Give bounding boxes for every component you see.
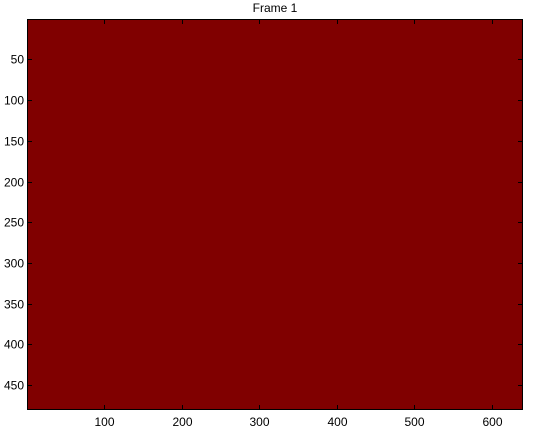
chart-title: Frame 1	[253, 1, 298, 15]
x-tick-label: 400	[327, 415, 347, 429]
x-tick-label: 200	[172, 415, 192, 429]
image-fill	[27, 19, 523, 410]
y-tick-label: 250	[4, 216, 24, 230]
x-tick-label: 300	[249, 415, 269, 429]
y-tick-label: 400	[4, 338, 24, 352]
y-tick-label: 100	[4, 94, 24, 108]
x-tick-label: 500	[404, 415, 424, 429]
y-axis: 50 100 150 200 250 300 350 400 450	[4, 53, 523, 393]
y-tick-label: 350	[4, 298, 24, 312]
y-tick-label: 450	[4, 379, 24, 393]
y-tick-label: 50	[11, 53, 25, 67]
x-tick-label: 100	[94, 415, 114, 429]
y-tick-label: 300	[4, 257, 24, 271]
x-tick-label: 600	[482, 415, 502, 429]
y-tick-label: 150	[4, 135, 24, 149]
y-tick-label: 200	[4, 176, 24, 190]
axes-frame	[27, 19, 523, 410]
plot-area	[27, 19, 523, 410]
x-axis: 100 200 300 400 500 600	[94, 19, 503, 429]
